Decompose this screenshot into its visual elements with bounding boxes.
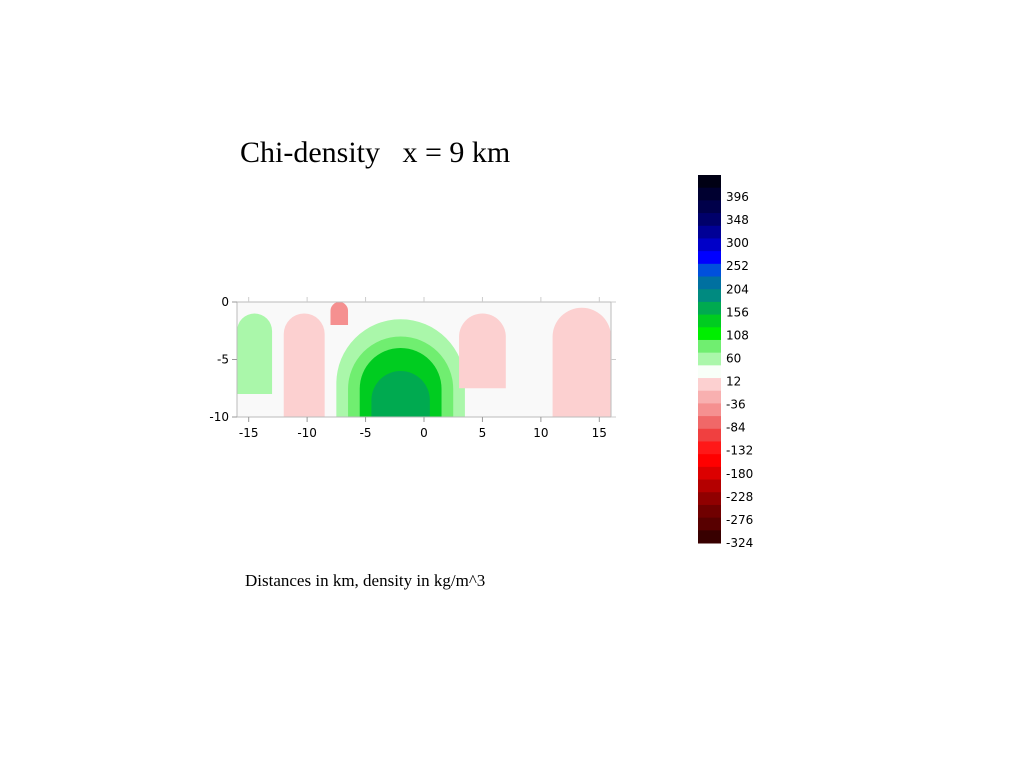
colorbar-swatch: [698, 251, 721, 265]
colorbar-swatch: [698, 479, 721, 493]
colorbar-label: 156: [726, 305, 749, 319]
x-tick-label: -5: [360, 426, 372, 440]
colorbar-label: -180: [726, 467, 753, 481]
colorbar-label: 60: [726, 351, 741, 365]
colorbar-swatch: [698, 238, 721, 252]
colorbar-swatch: [698, 441, 721, 455]
colorbar-swatch: [698, 225, 721, 239]
y-tick-label: 0: [221, 295, 229, 309]
x-tick-label: 10: [533, 426, 548, 440]
colorbar-label: -84: [726, 421, 746, 435]
colorbar-swatch: [698, 466, 721, 481]
colorbar-swatch: [698, 390, 721, 404]
colorbar-swatch: [698, 301, 721, 316]
colorbar-label: 204: [726, 282, 749, 296]
colorbar: 396 348 300 252 204 156 108 60 12 -36 -84 -132 -180 -…: [698, 175, 753, 550]
colorbar-label: 252: [726, 259, 749, 273]
colorbar-swatch: [698, 175, 721, 189]
x-tick-label: 0: [420, 426, 428, 440]
contour-region: [237, 313, 273, 394]
colorbar-swatch: [698, 517, 721, 531]
contour-region: [283, 313, 325, 417]
chart-title: Chi-density x = 9 km: [240, 136, 511, 169]
colorbar-label: 12: [726, 375, 741, 389]
colorbar-swatch: [698, 327, 721, 341]
colorbar-label: 348: [726, 213, 749, 227]
x-tick-label: 5: [479, 426, 487, 440]
contour-region: [459, 313, 506, 389]
colorbar-swatch: [698, 263, 721, 278]
colorbar-swatch: [698, 352, 721, 366]
contour-region: [371, 371, 430, 417]
colorbar-swatch: [698, 187, 721, 201]
plot-area: [237, 302, 611, 417]
colorbar-swatch: [698, 403, 721, 417]
axes: -15 -10 -5 0 5 10 15 0 -5 -10: [209, 295, 616, 440]
colorbar-swatch: [698, 314, 721, 328]
colorbar-swatch: [698, 365, 721, 379]
colorbar-swatch: [698, 416, 721, 430]
colorbar-swatch: [698, 276, 721, 290]
colorbar-swatch: [698, 428, 721, 442]
colorbar-swatch: [698, 289, 721, 303]
x-tick-label: -10: [297, 426, 317, 440]
colorbar-label: 300: [726, 236, 749, 250]
x-tick-label: 15: [592, 426, 607, 440]
colorbar-label: -36: [726, 398, 746, 412]
contour-region: [552, 307, 611, 417]
colorbar-swatch: [698, 504, 721, 519]
colorbar-swatch: [698, 454, 721, 468]
y-tick-label: -10: [209, 410, 229, 424]
chart-caption: Distances in km, density in kg/m^3: [245, 571, 486, 590]
colorbar-label: -132: [726, 444, 753, 458]
colorbar-label: -324: [726, 536, 753, 550]
colorbar-label: -276: [726, 513, 753, 527]
colorbar-swatch: [698, 339, 721, 354]
colorbar-swatch: [698, 378, 721, 392]
colorbar-swatch: [698, 492, 721, 506]
colorbar-label: 108: [726, 328, 749, 342]
colorbar-swatch: [698, 213, 721, 227]
x-tick-label: -15: [239, 426, 259, 440]
y-tick-label: -5: [217, 353, 229, 367]
colorbar-swatch: [698, 530, 721, 544]
colorbar-label: -228: [726, 490, 753, 504]
colorbar-label: 396: [726, 190, 749, 204]
colorbar-swatch: [698, 200, 721, 214]
contour-region: [330, 302, 349, 325]
